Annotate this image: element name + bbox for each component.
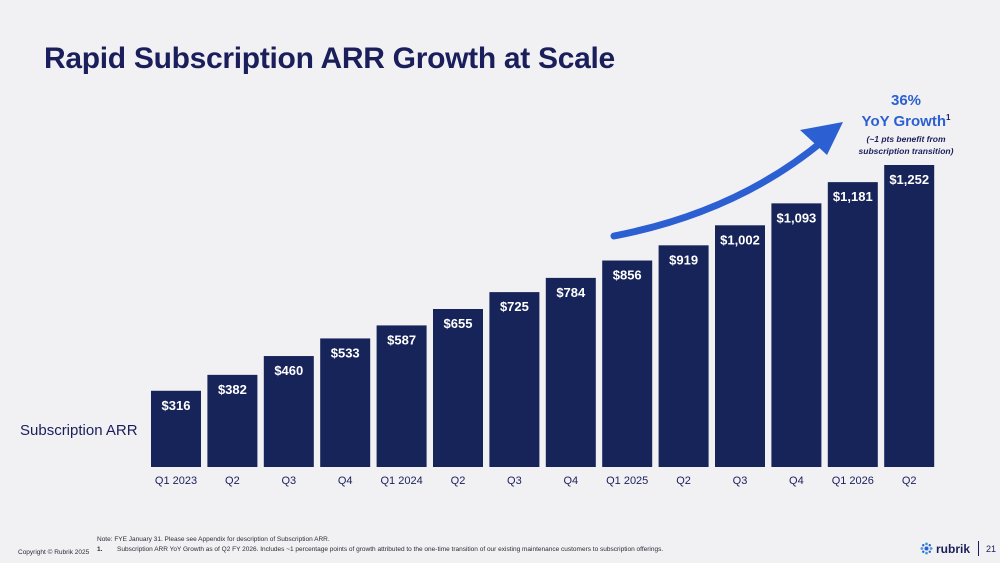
footnote-1: 1. Subscription ARR YoY Growth as of Q2 F… bbox=[97, 545, 663, 555]
x-tick-label: Q2 bbox=[676, 475, 691, 487]
bar-value-labels: $316 $382 $460 $533 $587 $655 $725 $784 $856 $919… bbox=[162, 172, 930, 413]
growth-note: (~1 pts benefit from subscription transi… bbox=[846, 133, 966, 157]
bar bbox=[884, 165, 935, 467]
bar bbox=[658, 245, 709, 467]
bar-value-label: $587 bbox=[387, 332, 416, 347]
bar-value-label: $1,181 bbox=[833, 189, 873, 204]
x-tick-label: Q4 bbox=[563, 475, 578, 487]
growth-label: YoY Growth1 bbox=[846, 109, 966, 130]
x-tick-label: Q1 2025 bbox=[606, 475, 648, 487]
bar bbox=[207, 374, 258, 467]
x-tick-label: Q4 bbox=[789, 475, 804, 487]
bar-value-label: $784 bbox=[556, 285, 586, 300]
bar bbox=[376, 325, 427, 467]
bar-value-label: $1,002 bbox=[720, 232, 760, 247]
footnote-marker: 1 bbox=[946, 113, 951, 122]
bar-value-label: $1,093 bbox=[777, 210, 817, 225]
bar bbox=[602, 260, 653, 467]
bar-value-label: $382 bbox=[218, 382, 247, 397]
x-tick-label: Q3 bbox=[281, 475, 296, 487]
x-tick-label: Q3 bbox=[733, 475, 748, 487]
x-tick-label: Q2 bbox=[451, 475, 466, 487]
x-tick-label: Q1 2023 bbox=[155, 475, 197, 487]
x-tick-label: Q1 2026 bbox=[832, 475, 874, 487]
bar bbox=[263, 356, 314, 467]
footnotes: Note: FYE January 31. Please see Appendi… bbox=[97, 535, 663, 555]
bar bbox=[827, 182, 878, 467]
x-tick-label: Q3 bbox=[507, 475, 522, 487]
curved-arrow-icon bbox=[610, 122, 843, 240]
x-axis-tick-labels: Q1 2023 Q2 Q3 Q4 Q1 2024 Q2 Q3 Q4 Q1 2025 Q2 Q3 Q4 Q… bbox=[155, 475, 917, 487]
growth-note-line-1: (~1 pts benefit from bbox=[866, 134, 946, 144]
growth-callout: 36% YoY Growth1 (~1 pts benefit from sub… bbox=[846, 92, 966, 157]
x-tick-label: Q4 bbox=[338, 475, 353, 487]
bar-value-label: $1,252 bbox=[889, 172, 929, 187]
series-label: Subscription ARR bbox=[20, 422, 138, 439]
footnote-1-text: Subscription ARR YoY Growth as of Q2 FY … bbox=[117, 546, 664, 553]
x-tick-label: Q2 bbox=[225, 475, 240, 487]
rubrik-logo-icon bbox=[920, 542, 933, 555]
x-tick-label: Q1 2024 bbox=[380, 475, 422, 487]
page-number: 21 bbox=[986, 543, 997, 554]
footnote-1-number: 1. bbox=[97, 546, 103, 553]
bar bbox=[320, 338, 371, 467]
brand-footer: rubrik 21 bbox=[920, 541, 996, 556]
bar-value-label: $316 bbox=[162, 398, 191, 413]
x-tick-label: Q2 bbox=[902, 475, 917, 487]
brand-name: rubrik bbox=[936, 541, 971, 556]
bar bbox=[433, 309, 483, 467]
growth-percent: 36% bbox=[890, 92, 922, 109]
bar-group bbox=[151, 165, 935, 468]
brand-divider bbox=[978, 541, 980, 556]
bar-value-label: $919 bbox=[669, 252, 698, 267]
copyright: Copyright © Rubrik 2025 bbox=[18, 549, 90, 556]
bar-value-label: $533 bbox=[331, 345, 360, 360]
bar bbox=[151, 390, 201, 467]
bar bbox=[771, 203, 822, 468]
bar bbox=[489, 292, 540, 467]
bar-value-label: $655 bbox=[444, 316, 473, 331]
footnote-note: Note: FYE January 31. Please see Appendi… bbox=[97, 536, 330, 543]
bar bbox=[715, 225, 765, 467]
bar-value-label: $725 bbox=[500, 299, 529, 314]
growth-note-line-2: subscription transition) bbox=[858, 146, 954, 156]
growth-label-text: YoY Growth bbox=[861, 113, 946, 130]
bar-value-label: $856 bbox=[613, 268, 642, 283]
page-title: Rapid Subscription ARR Growth at Scale bbox=[44, 42, 615, 75]
bar-value-label: $460 bbox=[274, 363, 303, 378]
bar bbox=[545, 277, 596, 467]
